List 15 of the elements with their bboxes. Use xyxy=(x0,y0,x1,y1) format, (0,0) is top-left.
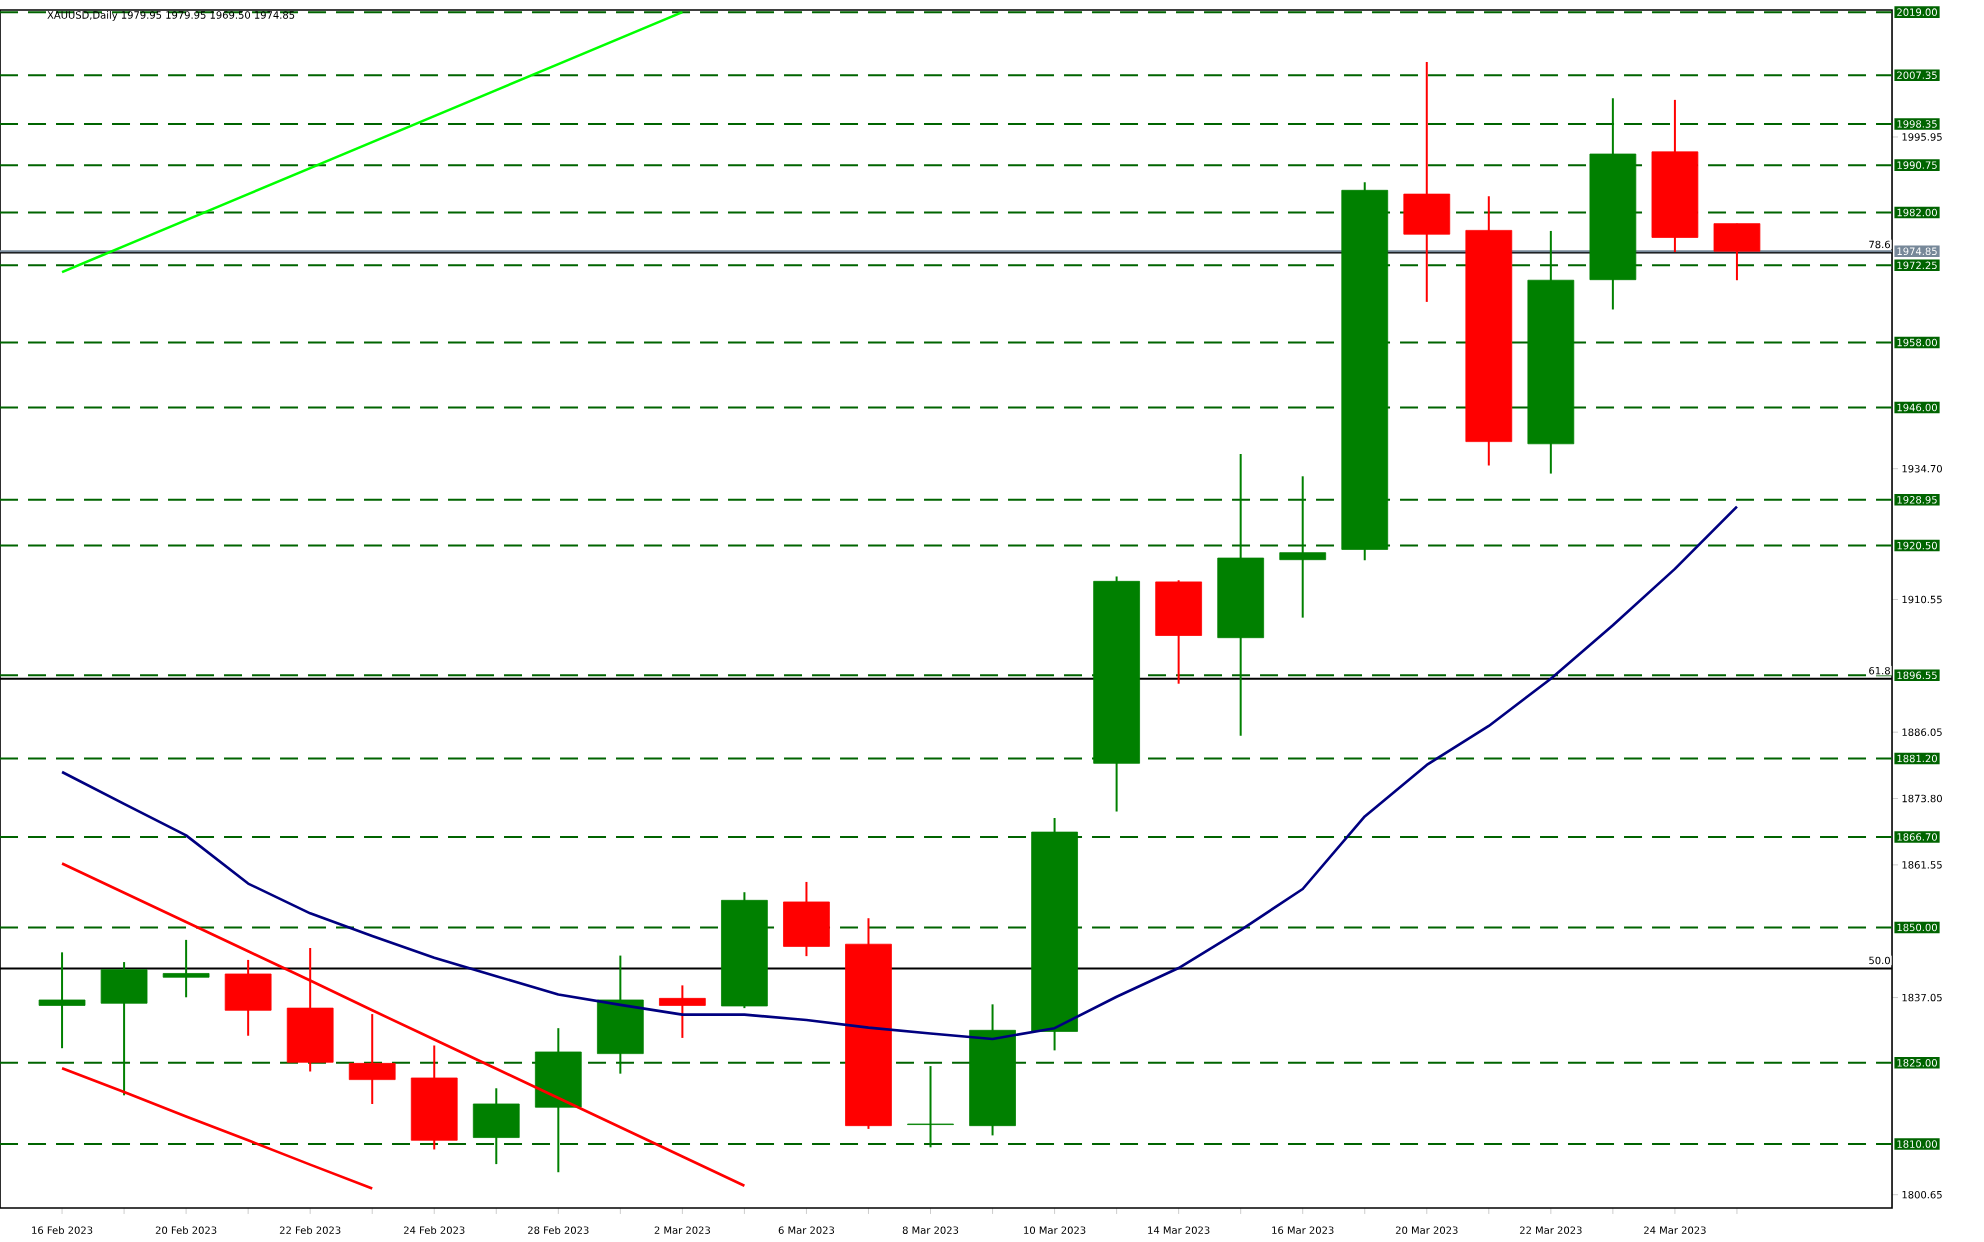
candlestick xyxy=(100,961,148,1097)
candlestick xyxy=(1279,475,1327,619)
candlestick xyxy=(659,984,706,1039)
candlestick xyxy=(224,958,272,1037)
candlestick xyxy=(38,951,86,1050)
line-series xyxy=(60,1066,374,1190)
candlestick xyxy=(472,1087,520,1166)
candlestick xyxy=(348,1013,396,1105)
candlestick xyxy=(162,938,210,999)
line-series xyxy=(60,862,746,1188)
candlestick xyxy=(907,1065,954,1149)
line-series xyxy=(60,505,1739,1041)
candlestick xyxy=(783,880,830,958)
candlestick xyxy=(1403,60,1451,303)
candlestick xyxy=(1713,222,1761,282)
